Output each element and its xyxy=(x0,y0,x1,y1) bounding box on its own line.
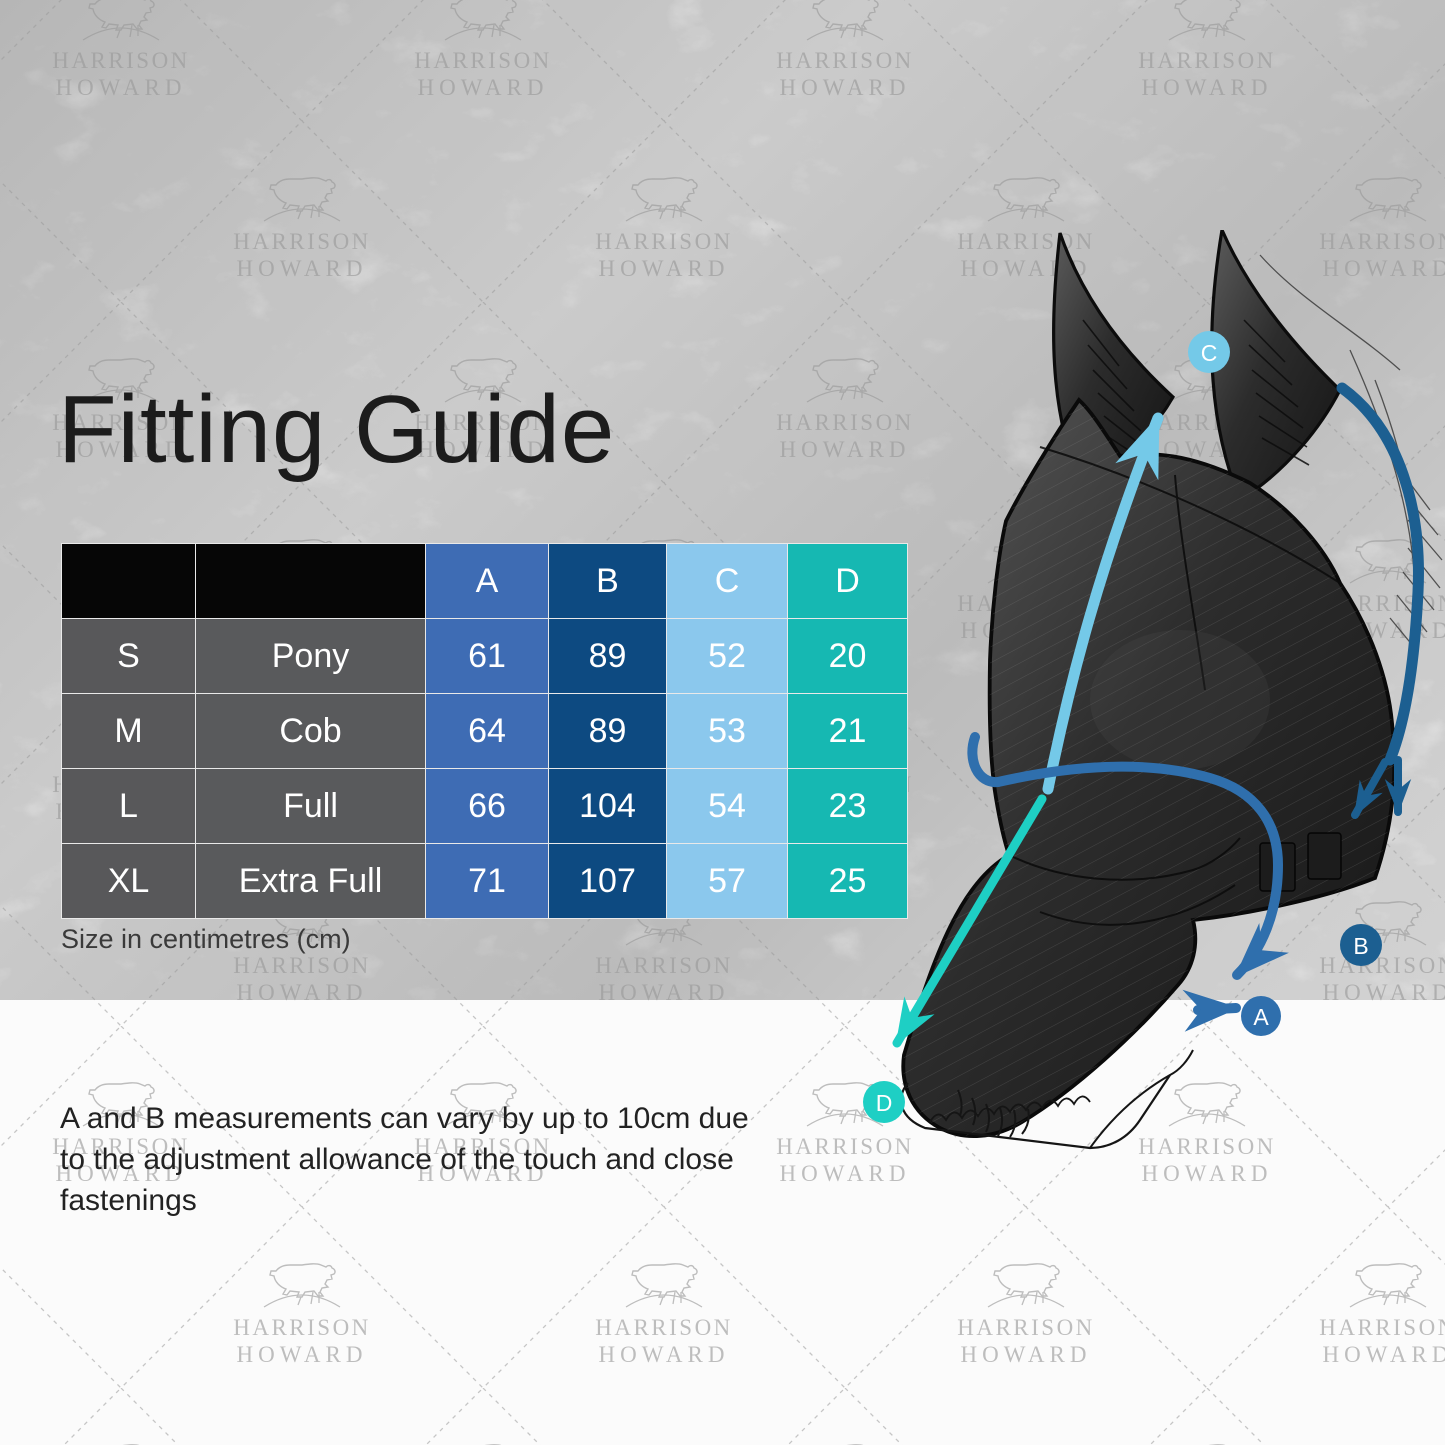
svg-text:D: D xyxy=(876,1090,893,1116)
svg-text:C: C xyxy=(1201,340,1218,366)
svg-text:A: A xyxy=(1253,1004,1269,1030)
svg-text:B: B xyxy=(1353,933,1368,959)
